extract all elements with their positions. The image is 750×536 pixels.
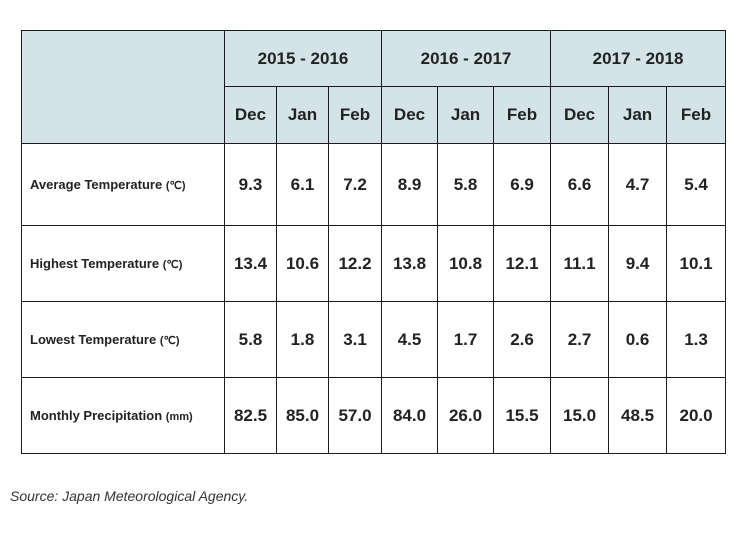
source-note: Source: Japan Meteorological Agency. xyxy=(10,488,249,504)
table-row-average-temperature: Average Temperature (℃) 9.3 6.1 7.2 8.9 … xyxy=(21,143,727,226)
table-cell: 4.5 xyxy=(381,301,439,378)
table-cell: 13.4 xyxy=(224,225,277,302)
table-cell: 12.1 xyxy=(493,225,552,302)
row-label: Average Temperature (℃) xyxy=(21,143,225,226)
season-header: 2016 - 2017 xyxy=(381,30,552,87)
table-cell: 84.0 xyxy=(381,377,439,454)
row-label-text: Average Temperature xyxy=(30,177,163,192)
table-cell: 1.7 xyxy=(437,301,495,378)
table-cell: 2.6 xyxy=(493,301,552,378)
row-unit: (℃) xyxy=(165,180,186,192)
month-header: Feb xyxy=(493,86,552,144)
table-cell: 15.0 xyxy=(550,377,610,454)
month-header: Jan xyxy=(608,86,668,144)
row-label-text: Highest Temperature xyxy=(30,256,160,271)
month-header: Dec xyxy=(550,86,610,144)
table-cell: 13.8 xyxy=(381,225,439,302)
table-cell: 6.1 xyxy=(276,143,329,226)
table-cell: 82.5 xyxy=(224,377,277,454)
row-label-text: Lowest Temperature xyxy=(30,332,157,347)
month-header: Dec xyxy=(381,86,439,144)
table-cell: 6.9 xyxy=(493,143,552,226)
table-cell: 26.0 xyxy=(437,377,495,454)
table-cell: 7.2 xyxy=(327,143,383,226)
table-row-highest-temperature: Highest Temperature (℃) 13.4 10.6 12.2 1… xyxy=(21,225,727,302)
row-label: Lowest Temperature (℃) xyxy=(21,301,225,378)
table-corner-cell xyxy=(21,30,225,144)
month-header: Jan xyxy=(276,86,329,144)
table-cell: 2.7 xyxy=(550,301,610,378)
table-row-monthly-precipitation: Monthly Precipitation (mm) 82.5 85.0 57.… xyxy=(21,377,727,454)
table-cell: 5.8 xyxy=(224,301,277,378)
table-cell: 10.6 xyxy=(276,225,329,302)
table-cell: 20.0 xyxy=(666,377,727,454)
table-cell: 0.6 xyxy=(608,301,668,378)
table-cell: 10.1 xyxy=(666,225,727,302)
month-header: Feb xyxy=(666,86,727,144)
table-cell: 48.5 xyxy=(608,377,668,454)
table-cell: 85.0 xyxy=(276,377,329,454)
table-cell: 1.8 xyxy=(276,301,329,378)
table-cell: 8.9 xyxy=(381,143,439,226)
row-unit: (℃) xyxy=(162,259,183,271)
table-cell: 12.2 xyxy=(327,225,383,302)
table-cell: 6.6 xyxy=(550,143,610,226)
table-cell: 10.8 xyxy=(437,225,495,302)
table-row-lowest-temperature: Lowest Temperature (℃) 5.8 1.8 3.1 4.5 1… xyxy=(21,301,727,378)
month-header: Jan xyxy=(437,86,495,144)
row-label: Monthly Precipitation (mm) xyxy=(21,377,225,454)
table-cell: 5.8 xyxy=(437,143,495,226)
table-cell: 9.3 xyxy=(224,143,277,226)
season-header: 2015 - 2016 xyxy=(223,30,383,87)
row-unit: (℃) xyxy=(159,335,180,347)
table-cell: 9.4 xyxy=(608,225,668,302)
climate-table: 2015 - 2016 2016 - 2017 2017 - 2018 Dec … xyxy=(21,30,727,454)
table-cell: 3.1 xyxy=(327,301,383,378)
table-cell: 15.5 xyxy=(493,377,552,454)
table-cell: 4.7 xyxy=(608,143,668,226)
table-cell: 1.3 xyxy=(666,301,727,378)
table-cell: 57.0 xyxy=(327,377,383,454)
season-header: 2017 - 2018 xyxy=(550,30,727,87)
row-unit: (mm) xyxy=(165,411,193,423)
month-header: Feb xyxy=(327,86,383,144)
row-label: Highest Temperature (℃) xyxy=(21,225,225,302)
table-cell: 5.4 xyxy=(666,143,727,226)
row-label-text: Monthly Precipitation xyxy=(30,408,163,423)
table-cell: 11.1 xyxy=(550,225,610,302)
month-header: Dec xyxy=(224,86,277,144)
